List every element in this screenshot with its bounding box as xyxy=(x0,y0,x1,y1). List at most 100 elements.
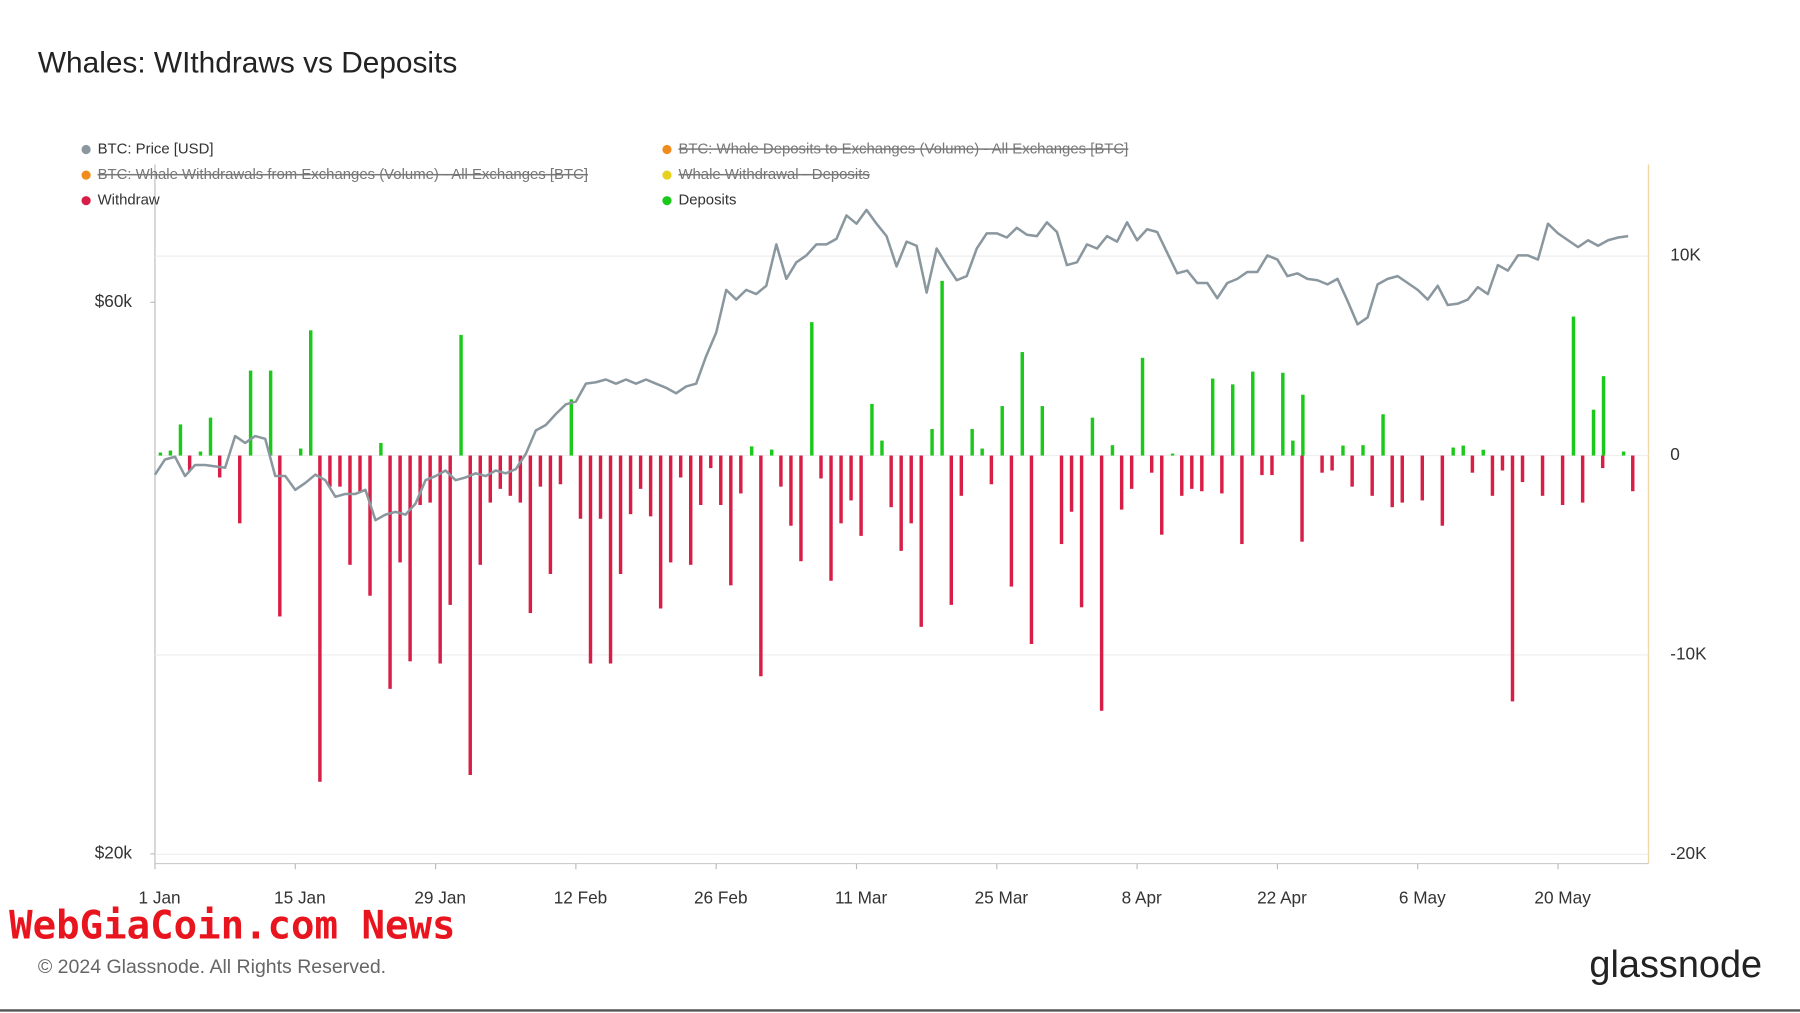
bar xyxy=(989,455,994,485)
bar xyxy=(1481,449,1485,456)
bar xyxy=(478,455,482,565)
bar xyxy=(789,455,793,526)
bar xyxy=(238,455,242,524)
bar xyxy=(418,455,422,505)
bar xyxy=(1440,455,1445,526)
legend-label[interactable]: Whale Withdrawal - Deposits xyxy=(678,166,869,183)
bar xyxy=(518,455,523,503)
legend-label[interactable]: Deposits xyxy=(678,192,736,209)
bar xyxy=(819,455,823,479)
copyright: © 2024 Glassnode. All Rights Reserved. xyxy=(38,956,386,978)
bar xyxy=(1461,445,1465,456)
bar xyxy=(1029,455,1034,644)
bar xyxy=(1281,372,1285,456)
bar xyxy=(208,417,213,456)
x-tick-label: 26 Feb xyxy=(694,888,748,908)
bar xyxy=(1400,455,1404,503)
bar xyxy=(1591,409,1596,456)
bar xyxy=(309,330,313,456)
bar xyxy=(688,455,693,565)
x-tick-label: 12 Feb xyxy=(554,888,608,908)
logo: glassnode xyxy=(1589,944,1762,986)
bar xyxy=(1420,455,1425,501)
legend-marker[interactable] xyxy=(81,144,91,155)
legend-marker[interactable] xyxy=(662,196,672,206)
bar xyxy=(569,399,574,456)
legend-label[interactable]: BTC: Whale Withdrawals from Exchanges (V… xyxy=(98,166,588,183)
bar xyxy=(1370,455,1374,496)
bar xyxy=(1361,445,1365,456)
bar xyxy=(1300,455,1304,542)
bar xyxy=(919,455,923,627)
bar xyxy=(899,455,903,551)
bar xyxy=(608,455,613,664)
bar xyxy=(538,455,543,487)
bar xyxy=(178,424,183,456)
bar xyxy=(970,429,974,456)
bar xyxy=(1180,455,1184,496)
legend-marker[interactable] xyxy=(81,196,91,206)
bar xyxy=(628,455,633,515)
bar xyxy=(1350,455,1354,487)
bar xyxy=(889,455,893,508)
legend-marker[interactable] xyxy=(662,170,672,180)
bar xyxy=(1190,455,1194,489)
bar xyxy=(839,455,843,524)
bar xyxy=(739,455,743,494)
y-tick-label: $20k xyxy=(95,842,133,862)
bar xyxy=(959,455,964,496)
bar xyxy=(468,455,472,775)
bar xyxy=(1119,455,1124,510)
bar xyxy=(1520,455,1525,483)
bar xyxy=(1451,447,1455,456)
bar xyxy=(278,455,282,617)
bar xyxy=(779,455,783,487)
x-tick-label: 22 Apr xyxy=(1257,888,1307,908)
bar xyxy=(1160,455,1164,535)
bar xyxy=(1000,406,1004,456)
bar xyxy=(870,403,874,456)
bar xyxy=(1260,455,1264,476)
x-tick-label: 8 Apr xyxy=(1122,888,1162,908)
bar xyxy=(438,455,442,664)
bar xyxy=(1220,455,1224,494)
bar xyxy=(1490,455,1495,496)
bar xyxy=(1301,394,1305,456)
bar xyxy=(1059,455,1064,545)
x-tick-label: 1 Jan xyxy=(139,888,181,908)
legend-label[interactable]: BTC: Whale Deposits to Exchanges (Volume… xyxy=(678,140,1128,157)
bar xyxy=(1320,455,1324,473)
bar xyxy=(448,455,452,605)
bar xyxy=(1009,455,1014,587)
bar xyxy=(388,455,392,689)
bar xyxy=(810,322,814,456)
legend-marker[interactable] xyxy=(81,170,91,180)
bar xyxy=(588,455,593,664)
legend-label[interactable]: BTC: Price [USD] xyxy=(98,140,214,157)
y2-tick-label: 0 xyxy=(1670,444,1680,464)
bar xyxy=(719,455,723,505)
bar xyxy=(488,455,493,503)
bar xyxy=(338,455,342,487)
legend-label[interactable]: Withdraw xyxy=(98,192,160,209)
bar xyxy=(1149,455,1154,473)
bar xyxy=(699,455,703,505)
bar xyxy=(168,450,173,456)
bar xyxy=(1510,455,1515,702)
y-tick-label: $60k xyxy=(95,291,133,311)
bar xyxy=(318,455,322,782)
bar xyxy=(909,455,913,524)
bar xyxy=(298,448,303,456)
bar xyxy=(1129,455,1134,489)
legend-marker[interactable] xyxy=(662,144,672,155)
bar xyxy=(1210,378,1215,456)
bar xyxy=(678,455,683,478)
bar xyxy=(1090,417,1095,456)
bar xyxy=(578,455,583,519)
bar xyxy=(1390,455,1394,508)
bar xyxy=(328,455,332,487)
bar xyxy=(348,455,352,565)
bar xyxy=(1270,455,1274,476)
